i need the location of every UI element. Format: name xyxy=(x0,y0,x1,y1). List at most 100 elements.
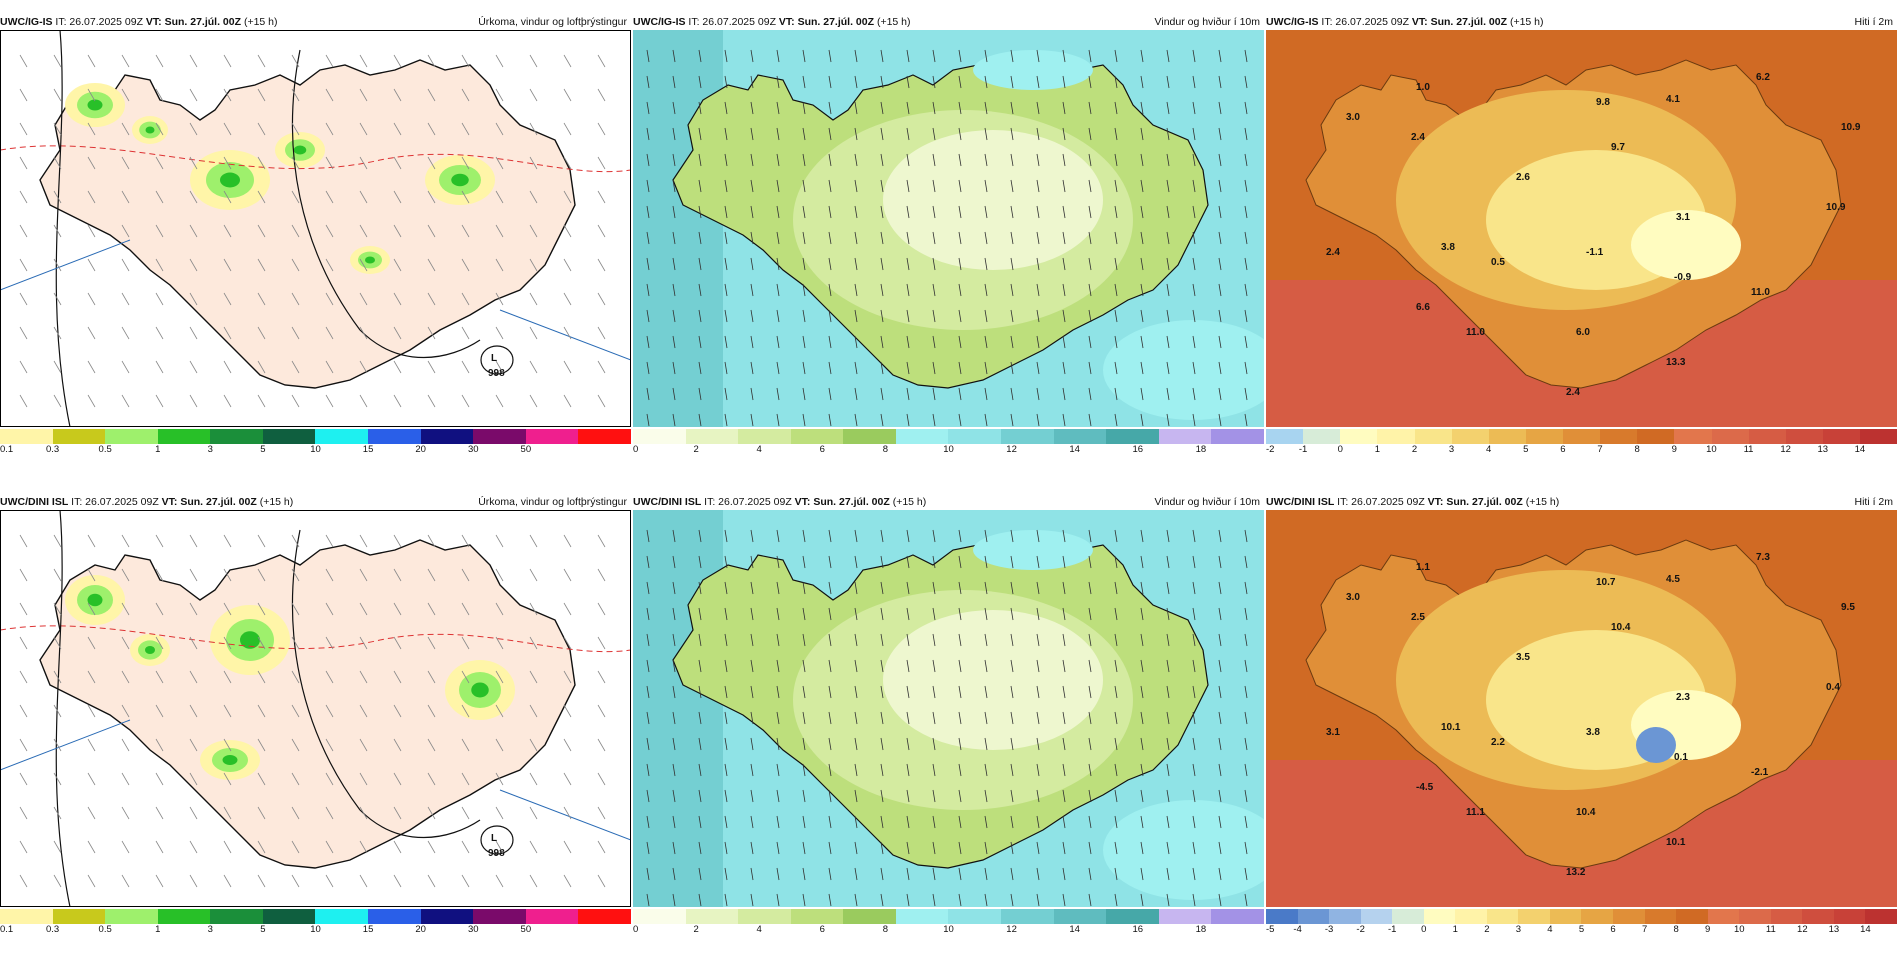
wind-arrow xyxy=(880,841,884,855)
wind-arrow xyxy=(906,815,910,829)
wind-arrow xyxy=(1062,893,1066,907)
wind-arrow xyxy=(1192,309,1196,323)
wind-arrow xyxy=(1062,685,1066,699)
wind-arrow xyxy=(1062,763,1066,777)
wind-arrow xyxy=(1088,893,1092,907)
wind-arrow xyxy=(724,179,728,193)
wind-arrow xyxy=(802,867,806,881)
wind-barb xyxy=(87,156,96,170)
wind-arrow xyxy=(750,607,754,621)
wind-map[interactable] xyxy=(633,510,1264,907)
wind-arrow xyxy=(776,789,780,803)
wind-arrow xyxy=(1192,361,1196,375)
temp-map[interactable]: 1.1 3.0 2.5 3.5 10.7 4.5 7.3 9.5 10.4 2.3 0.4 3.1 10… xyxy=(1266,510,1897,907)
colorbar-swatch xyxy=(1414,429,1452,444)
lead-time: (+15 h) xyxy=(1525,496,1560,508)
wind-arrow xyxy=(646,893,650,907)
wind-barb xyxy=(155,156,164,170)
wind-barb xyxy=(291,772,300,786)
colorbar-tick: 2 xyxy=(1411,444,1418,455)
wind-barb xyxy=(359,636,368,650)
colorbar-swatch xyxy=(1644,909,1677,924)
wind-arrow xyxy=(776,581,780,595)
precip-map[interactable]: L 998 xyxy=(0,510,631,907)
wind-barb xyxy=(121,190,130,204)
wind-arrow xyxy=(750,529,754,543)
precip-map[interactable]: L 998 xyxy=(0,30,631,427)
colorbar-tick: 13 xyxy=(1817,444,1829,455)
colorbar-tick: 14 xyxy=(1069,924,1080,935)
wind-arrow xyxy=(802,49,806,63)
wind-arrow xyxy=(932,581,936,595)
wind-arrow xyxy=(1218,607,1222,621)
colorbar-tick: 1 xyxy=(1452,924,1458,935)
wind-barb xyxy=(563,704,572,718)
wind-arrow xyxy=(1062,529,1066,543)
wind-barb xyxy=(495,772,504,786)
wind-barb xyxy=(325,602,334,616)
wind-barb xyxy=(563,534,572,548)
temp-panel-dini: UWC/DINI ISL IT: 26.07.2025 09Z VT: Sun.… xyxy=(1266,495,1897,968)
wind-arrow xyxy=(672,387,676,401)
wind-arrow xyxy=(1140,283,1144,297)
colorbar-tick: 15 xyxy=(362,924,374,935)
temp-map[interactable]: 1.0 3.0 2.4 2.6 9.8 4.1 6.2 10.9 9.7 3.1 10.9 2.4 3.… xyxy=(1266,30,1897,427)
colorbar-tick: 10 xyxy=(310,444,321,455)
wind-arrow xyxy=(1114,789,1118,803)
wind-arrow xyxy=(750,75,754,89)
wind-arrow xyxy=(880,153,884,167)
wind-barb xyxy=(393,772,402,786)
wind-arrow xyxy=(698,607,702,621)
valid-time: VT: Sun. 27.júl. 00Z xyxy=(778,16,875,28)
wind-barb xyxy=(529,258,538,272)
wind-arrow xyxy=(1036,231,1040,245)
wind-panel-igis: UWC/IG-IS IT: 26.07.2025 09Z VT: Sun. 27… xyxy=(633,15,1264,488)
wind-barb xyxy=(189,122,198,136)
wind-barb xyxy=(529,772,538,786)
wind-barb xyxy=(325,670,334,684)
wind-barb xyxy=(427,190,436,204)
wind-arrow xyxy=(958,335,962,349)
wind-map[interactable] xyxy=(633,30,1264,427)
wind-barb xyxy=(53,190,62,204)
wind-arrow xyxy=(672,581,676,595)
wind-arrow xyxy=(698,555,702,569)
wind-arrow xyxy=(958,555,962,569)
wind-barb xyxy=(597,360,606,374)
wind-barb xyxy=(359,156,368,170)
wind-arrow xyxy=(1166,153,1170,167)
wind-barb xyxy=(359,670,368,684)
wind-arrow xyxy=(1192,893,1196,907)
colorbar-tick: 15 xyxy=(362,444,374,455)
wind-arrow xyxy=(698,335,702,349)
wind-arrow xyxy=(1114,283,1118,297)
wind-barb xyxy=(325,394,334,408)
wind-barb xyxy=(155,326,164,340)
wind-barb xyxy=(393,670,402,684)
wind-arrow xyxy=(1140,101,1144,115)
wind-barb xyxy=(53,534,62,548)
colorbar-swatch xyxy=(52,429,106,444)
wind-barb xyxy=(291,360,300,374)
wind-arrow xyxy=(906,75,910,89)
wind-arrow xyxy=(932,413,936,427)
wind-barb xyxy=(19,602,28,616)
wind-arrow xyxy=(802,361,806,375)
wind-arrow xyxy=(1192,711,1196,725)
wind-arrow xyxy=(1140,205,1144,219)
precip-area xyxy=(145,646,155,654)
wind-barb xyxy=(427,394,436,408)
wind-arrow xyxy=(854,231,858,245)
wind-barb xyxy=(359,292,368,306)
wind-arrow xyxy=(1244,257,1248,271)
wind-arrow xyxy=(1088,179,1092,193)
wind-barb xyxy=(87,88,96,102)
wind-barb xyxy=(189,534,198,548)
wind-arrow xyxy=(698,737,702,751)
colorbar-swatch xyxy=(790,429,844,444)
wind-arrow xyxy=(1218,335,1222,349)
wind-barb xyxy=(359,840,368,854)
wind-arrow xyxy=(1114,75,1118,89)
wind-arrow xyxy=(984,529,988,543)
precip-area xyxy=(451,173,469,187)
